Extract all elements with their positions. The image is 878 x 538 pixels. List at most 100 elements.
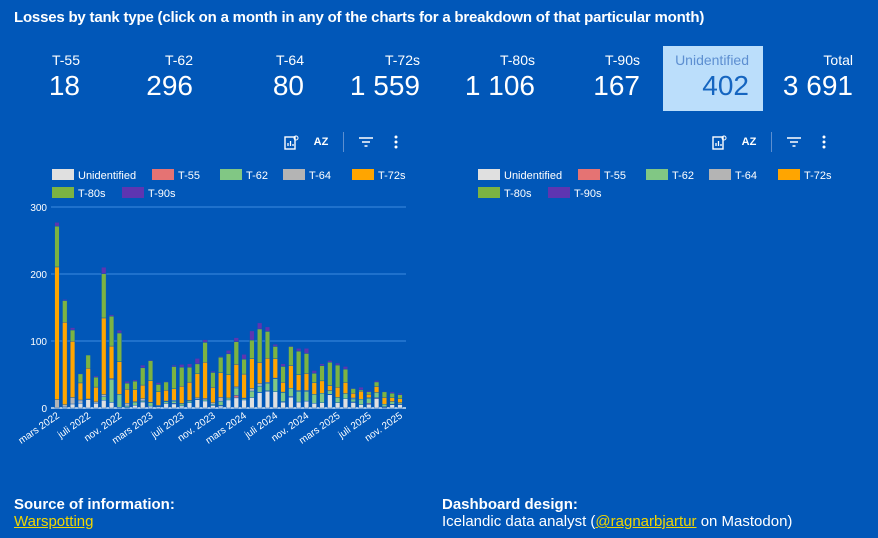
bar-segment-t-90s[interactable] [101,267,107,274]
bar-segment-t-90s[interactable] [288,345,294,347]
bar-segment-t-80s[interactable] [319,365,325,382]
bar-segment-unidentified[interactable] [264,391,270,409]
bar-segment-unidentified[interactable] [171,403,177,409]
sort-az-icon[interactable]: AZ [313,136,329,148]
filter-icon[interactable] [786,134,802,150]
bar-segment-t-72s[interactable] [241,373,247,399]
bar-segment-t-72s[interactable] [210,387,216,404]
bar-segment-unidentified[interactable] [358,404,364,409]
bar-segment-t-72s[interactable] [179,386,185,404]
bar-segment-t-62[interactable] [171,400,177,404]
bar-segment-t-80s[interactable] [272,346,278,359]
bar-segment-t-90s[interactable] [257,322,263,330]
bar-segment-t-90s[interactable] [264,326,270,332]
bar-segment-t-62[interactable] [225,397,231,401]
bar-segment-t-90s[interactable] [350,387,356,389]
kpi-t-62[interactable]: T-62 296 [93,46,193,111]
bar-segment-unidentified[interactable] [350,402,356,409]
bar-segment-t-90s[interactable] [148,359,154,361]
bar-segment-t-62[interactable] [319,392,325,403]
bar-segment-t-64[interactable] [77,399,83,404]
chart-settings-icon[interactable] [711,134,727,150]
bar-segment-t-90s[interactable] [296,348,302,352]
bar-segment-t-62[interactable] [124,405,130,408]
bar-segment-t-72s[interactable] [249,358,255,389]
bar-segment-t-72s[interactable] [194,373,200,399]
bar-segment-t-72s[interactable] [342,382,348,394]
bar-segment-unidentified[interactable] [342,398,348,409]
bar-segment-unidentified[interactable] [257,392,263,409]
bar-segment-t-80s[interactable] [70,329,76,342]
bar-segment-t-80s[interactable] [62,300,68,323]
bar-segment-unidentified[interactable] [109,402,115,409]
bar-segment-t-80s[interactable] [342,368,348,383]
bar-segment-t-64[interactable] [93,401,99,404]
bar-segment-t-72s[interactable] [140,384,146,399]
bar-segment-t-72s[interactable] [54,266,60,400]
bar-segment-t-80s[interactable] [101,273,107,319]
bar-segment-t-62[interactable] [109,379,115,403]
bar-segment-unidentified[interactable] [241,399,247,409]
bar-segment-t-62[interactable] [381,404,387,407]
warspotting-link[interactable]: Warspotting [14,513,94,530]
bar-segment-unidentified[interactable] [397,404,403,409]
bar-segment-t-72s[interactable] [202,362,208,399]
bar-segment-t-90s[interactable] [249,330,255,341]
bar-segment-t-90s[interactable] [280,363,286,367]
bar-segment-t-80s[interactable] [140,367,146,386]
bar-segment-t-90s[interactable] [77,372,83,375]
bar-segment-t-80s[interactable] [257,328,263,363]
bar-segment-t-80s[interactable] [187,366,193,383]
bar-segment-t-72s[interactable] [218,372,224,398]
bar-segment-t-72s[interactable] [358,391,364,400]
bar-segment-t-90s[interactable] [124,380,130,384]
bar-segment-t-80s[interactable] [210,372,216,388]
bar-segment-t-62[interactable] [397,402,403,405]
bar-segment-t-90s[interactable] [109,314,115,317]
bar-segment-t-62[interactable] [303,391,309,402]
bar-segment-t-90s[interactable] [54,222,60,227]
bar-segment-t-72s[interactable] [397,398,403,403]
bar-segment-t-90s[interactable] [140,364,146,369]
bar-segment-t-90s[interactable] [171,364,177,367]
bar-segment-t-80s[interactable] [225,353,231,375]
bar-segment-t-62[interactable] [350,398,356,403]
bar-segment-t-80s[interactable] [397,394,403,399]
bar-segment-t-80s[interactable] [124,383,130,390]
bar-segment-unidentified[interactable] [85,399,91,409]
bar-segment-t-90s[interactable] [374,380,380,383]
bar-segment-t-62[interactable] [257,385,263,393]
bar-segment-t-80s[interactable] [148,360,154,381]
bar-segment-t-72s[interactable] [70,341,76,398]
bar-segment-t-90s[interactable] [381,391,387,393]
bar-segment-t-72s[interactable] [381,397,387,405]
bar-segment-t-62[interactable] [342,393,348,399]
bar-segment-t-90s[interactable] [342,366,348,370]
bar-segment-t-80s[interactable] [335,364,341,388]
filter-icon[interactable] [358,134,374,150]
kpi-t-80s[interactable]: T-80s 1 106 [420,46,535,111]
bar-segment-t-90s[interactable] [93,375,99,378]
bar-segment-t-90s[interactable] [210,370,216,373]
bar-segment-t-90s[interactable] [397,393,403,395]
bar-segment-t-62[interactable] [389,401,395,405]
bar-segment-t-72s[interactable] [288,365,294,389]
bar-segment-t-90s[interactable] [163,380,169,383]
bar-segment-t-80s[interactable] [288,346,294,366]
bar-segment-t-80s[interactable] [249,339,255,359]
bar-segment-t-62[interactable] [272,378,278,392]
bar-segment-t-72s[interactable] [62,322,68,405]
bar-segment-t-62[interactable] [132,401,138,406]
bar-segment-t-80s[interactable] [218,357,224,373]
bar-segment-t-80s[interactable] [85,354,91,369]
bar-segment-t-72s[interactable] [93,386,99,403]
kpi-t-64[interactable]: T-64 80 [204,46,304,111]
bar-segment-unidentified[interactable] [374,398,380,409]
bar-segment-t-62[interactable] [327,390,333,395]
bar-segment-unidentified[interactable] [389,404,395,409]
bar-segment-t-64[interactable] [54,399,60,409]
bar-segment-t-80s[interactable] [116,332,122,362]
bar-segment-t-80s[interactable] [93,376,99,388]
kpi-t-90s[interactable]: T-90s 167 [535,46,640,111]
bar-segment-t-72s[interactable] [311,382,317,395]
